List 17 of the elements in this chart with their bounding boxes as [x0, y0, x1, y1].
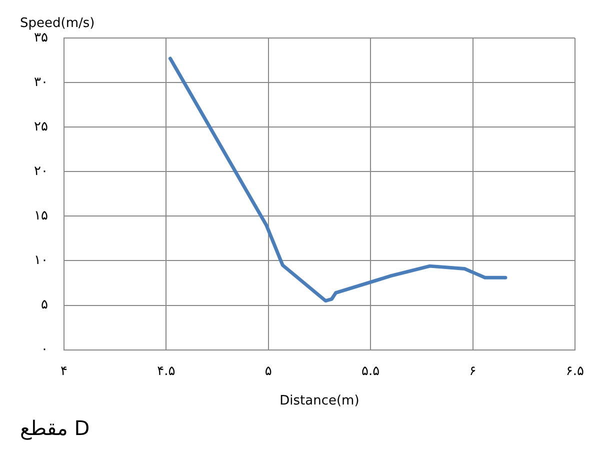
x-tick-label: ۵: [264, 364, 272, 379]
y-tick-label: ۲۵: [34, 119, 48, 134]
x-tick-label: ۴.۵: [157, 364, 176, 379]
x-tick-label: ۴: [60, 364, 68, 379]
text: مقطع D: [20, 416, 90, 440]
y-tick-label: ۱۰: [34, 253, 48, 268]
x-tick-label: ۵.۵: [362, 364, 380, 379]
y-tick-label: ۰: [40, 342, 48, 358]
y-tick-label: ۱۵: [34, 208, 48, 224]
y-tick-label: ۳۰: [34, 74, 48, 90]
y-tick-label: ۵: [40, 298, 48, 313]
y-axis-title: Speed(m/s): [20, 16, 95, 31]
x-tick-label: ۶.۵: [566, 364, 584, 379]
y-tick-label: ۳۵: [34, 30, 48, 46]
y-tick-label: ۲۰: [34, 164, 48, 180]
x-tick-label: ۶: [469, 364, 476, 379]
x-axis-title: Distance(m): [280, 394, 360, 409]
